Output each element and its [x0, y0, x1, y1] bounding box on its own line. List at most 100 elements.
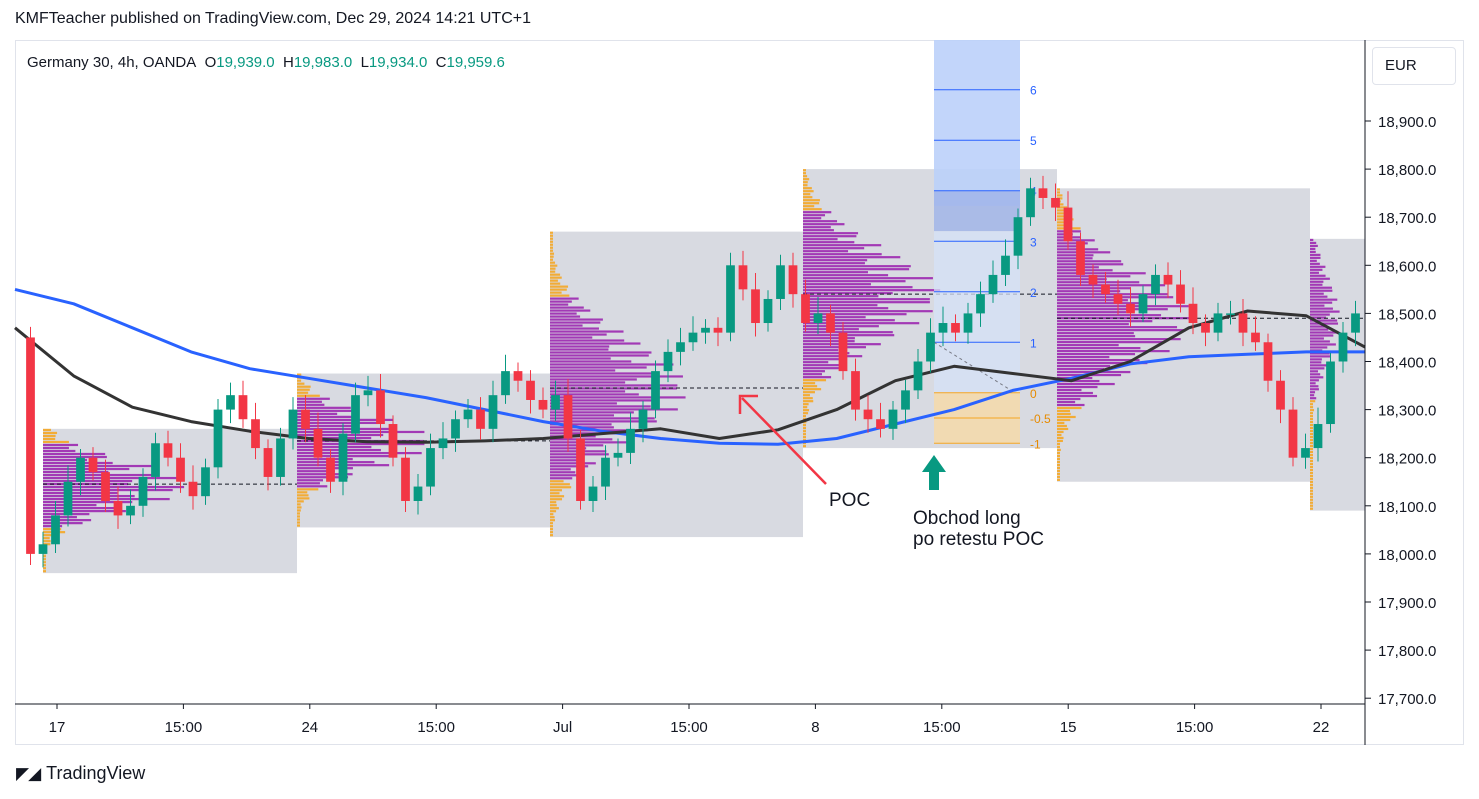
- profile-bar: [550, 330, 624, 333]
- profile-bar: [1057, 403, 1085, 407]
- profile-bar: [550, 282, 561, 285]
- profile-bar: [297, 442, 425, 446]
- profile-bar: [803, 409, 810, 412]
- candle-body: [526, 380, 535, 400]
- profile-bar: [1057, 314, 1162, 317]
- candle-body: [676, 342, 685, 352]
- profile-bar: [803, 298, 930, 301]
- profile-bar: [803, 169, 806, 172]
- profile-bar: [297, 500, 304, 503]
- profile-bar: [297, 430, 425, 434]
- candle-body: [1026, 188, 1035, 218]
- profile-bar: [1310, 489, 1313, 492]
- candle-body: [1326, 361, 1335, 425]
- profile-bar: [550, 306, 584, 309]
- profile-bar: [297, 385, 311, 388]
- profile-bar: [803, 394, 810, 397]
- profile-bar: [1310, 331, 1339, 334]
- profile-bar: [803, 379, 827, 382]
- profile-bar: [1310, 292, 1324, 295]
- candle-body: [1101, 284, 1110, 295]
- candle-body: [938, 323, 948, 333]
- profile-bar: [1310, 325, 1327, 328]
- profile-bar: [1310, 495, 1313, 498]
- entry-arrow-icon: [922, 455, 946, 490]
- candle-body: [138, 476, 148, 506]
- profile-bar: [43, 449, 76, 453]
- profile-bar: [1310, 244, 1318, 248]
- profile-bar: [1310, 432, 1313, 436]
- symbol-legend[interactable]: Germany 30, 4h, OANDA O19,939.0 H19,983.…: [27, 54, 505, 71]
- profile-bar: [803, 193, 811, 196]
- chart-frame[interactable]: [15, 40, 1464, 745]
- profile-bar: [803, 178, 810, 181]
- profile-bar: [550, 483, 570, 486]
- profile-bar: [1057, 394, 1098, 398]
- profile-bar: [550, 315, 581, 318]
- profile-bar: [803, 238, 838, 241]
- profile-bar: [1057, 272, 1146, 275]
- profile-bar: [550, 474, 584, 477]
- profile-bar: [1057, 356, 1110, 359]
- candle-body: [713, 327, 723, 333]
- profile-bar: [43, 561, 46, 564]
- profile-bar: [1057, 308, 1168, 311]
- profile-bar: [550, 255, 554, 258]
- profile-bar: [803, 319, 895, 322]
- profile-bar: [1057, 478, 1060, 481]
- candle-body: [363, 390, 373, 396]
- footer-brand-text: TradingView: [46, 763, 146, 783]
- profile-bar: [1310, 340, 1330, 343]
- fib-level-label: 2: [1030, 286, 1037, 300]
- profile-bar: [1310, 438, 1313, 442]
- profile-bar: [803, 301, 930, 304]
- profile-bar: [803, 340, 855, 343]
- profile-bar: [1310, 465, 1313, 468]
- profile-bar: [803, 217, 822, 220]
- candle-body: [926, 332, 935, 362]
- profile-bar: [1310, 483, 1313, 486]
- profile-bar: [1057, 391, 1093, 395]
- candle-body: [1176, 284, 1185, 304]
- profile-bar: [550, 357, 611, 360]
- profile-bar: [803, 337, 855, 340]
- profile-bar: [803, 232, 859, 235]
- profile-bar: [550, 378, 637, 381]
- profile-bar: [550, 510, 557, 513]
- time-tick-label: 15:00: [670, 719, 708, 736]
- legend-open-label: O: [204, 54, 217, 71]
- candle-body: [988, 274, 998, 295]
- candle-body: [813, 313, 823, 324]
- candles: [26, 175, 1360, 568]
- profile-bar: [1057, 203, 1064, 206]
- profile-bar: [1057, 406, 1082, 410]
- profile-bar: [550, 231, 553, 234]
- profile-bar: [550, 327, 599, 330]
- profile-bar: [1057, 353, 1136, 356]
- profile-bar: [43, 440, 69, 444]
- profile-bar: [803, 259, 868, 262]
- profile-bar: [297, 415, 355, 418]
- profile-bar: [1310, 364, 1328, 367]
- profile-bar: [1057, 287, 1131, 290]
- profile-bar: [1057, 430, 1064, 434]
- profile-bar: [1310, 319, 1338, 322]
- profile-bar: [1057, 472, 1060, 475]
- currency-button[interactable]: EUR: [1372, 47, 1456, 85]
- trade-label-line2: po retestu POC: [913, 529, 1044, 550]
- profile-bar: [1057, 320, 1153, 323]
- profile-bar: [1057, 329, 1186, 332]
- profile-bar: [550, 525, 553, 528]
- footer-brand[interactable]: ◤◢ TradingView: [16, 763, 145, 784]
- profile-bar: [1310, 456, 1313, 460]
- profile-bar: [1057, 457, 1060, 460]
- profile-bar: [43, 473, 159, 477]
- profile-bar: [803, 229, 834, 232]
- profile-bar: [297, 400, 322, 403]
- profile-bar: [1310, 367, 1325, 370]
- price-tick-label: 17,900.0: [1378, 595, 1436, 612]
- profile-bar: [803, 433, 806, 436]
- profile-bar: [1057, 290, 1121, 293]
- profile-bar: [43, 476, 183, 480]
